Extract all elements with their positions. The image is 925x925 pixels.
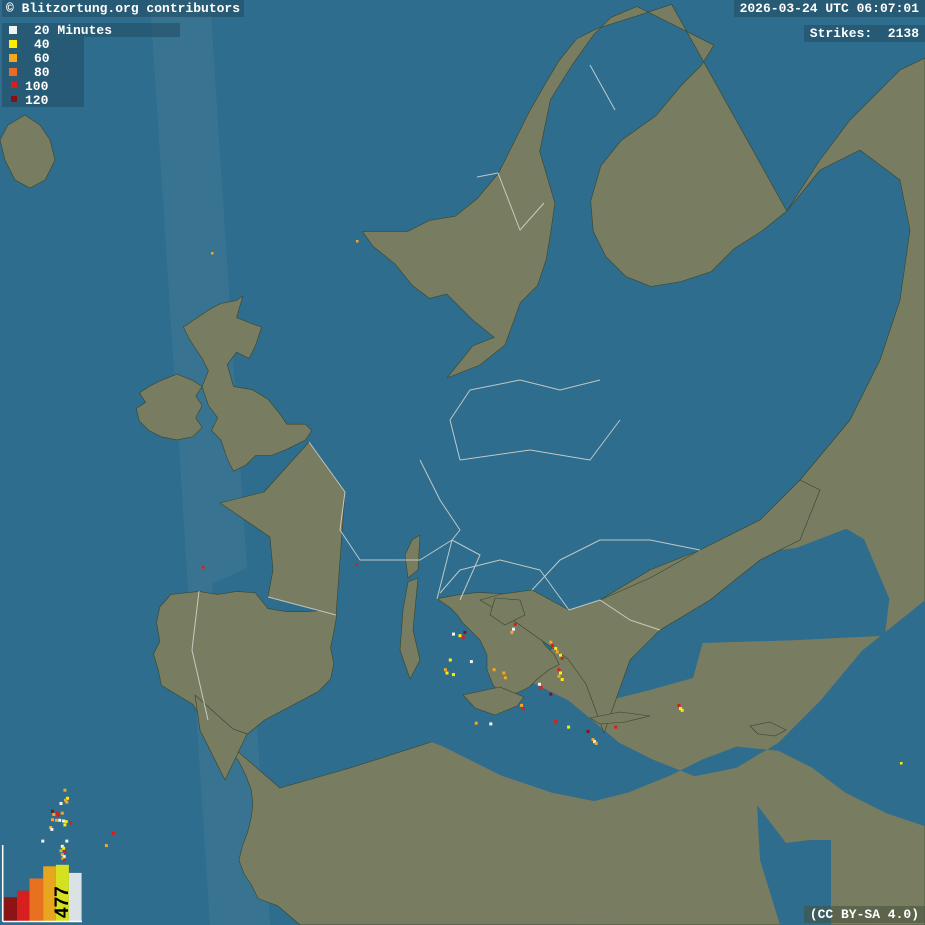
svg-text:477: 477	[52, 886, 73, 918]
